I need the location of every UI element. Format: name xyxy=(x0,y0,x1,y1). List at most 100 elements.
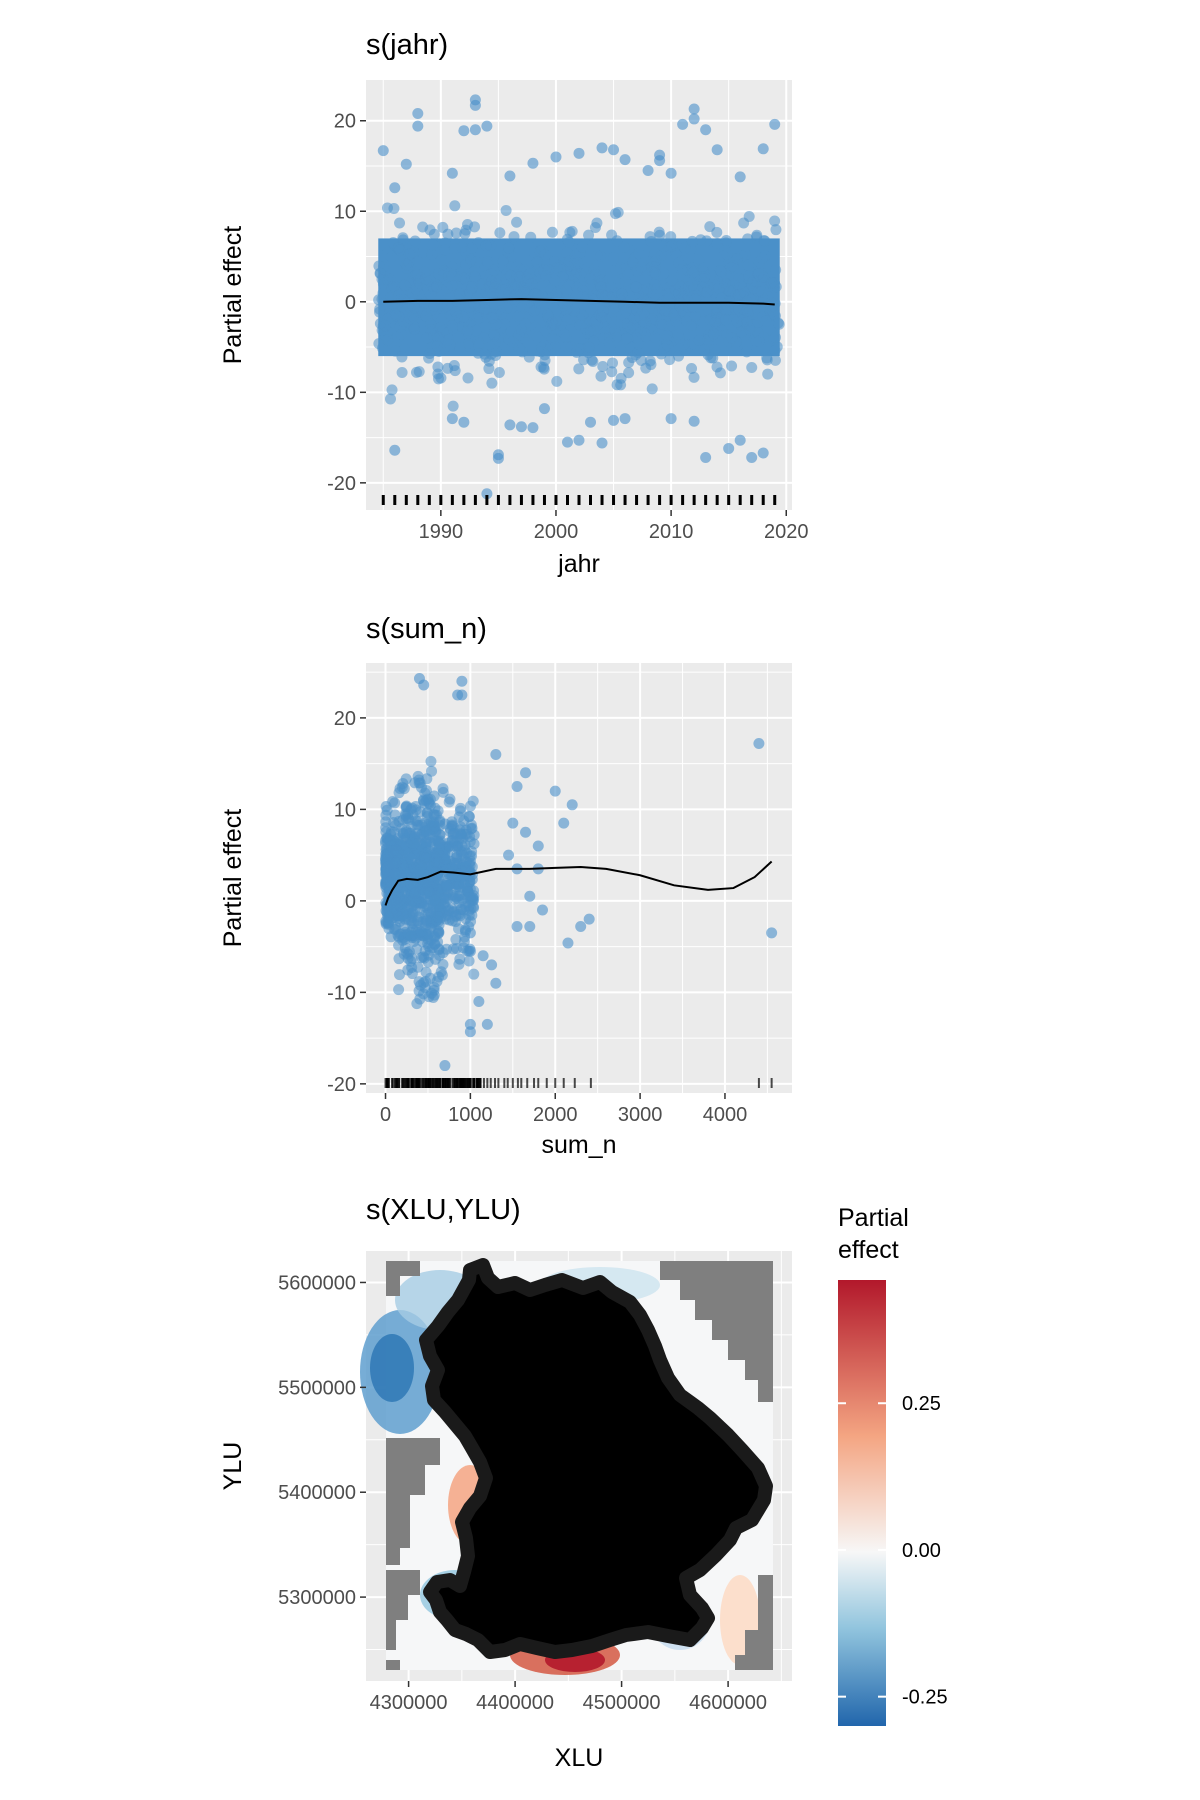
data-point xyxy=(458,272,470,284)
data-point xyxy=(479,304,491,316)
data-point xyxy=(627,320,639,332)
data-point xyxy=(420,794,432,806)
data-point xyxy=(478,332,490,344)
data-point xyxy=(593,271,605,283)
data-point xyxy=(688,113,700,125)
data-point xyxy=(562,937,574,949)
data-point xyxy=(421,825,433,837)
data-point xyxy=(571,287,583,299)
x-tick-label: 1000 xyxy=(448,1104,493,1126)
data-point xyxy=(470,256,482,268)
data-point xyxy=(381,861,393,873)
y-tick-label: 5300000 xyxy=(278,1587,356,1609)
data-point xyxy=(701,235,713,247)
data-point xyxy=(569,258,581,270)
data-point xyxy=(603,290,615,302)
data-point xyxy=(627,257,639,269)
data-point xyxy=(393,953,405,965)
data-point xyxy=(607,252,619,264)
data-point xyxy=(586,354,598,366)
data-point xyxy=(619,413,631,425)
data-point xyxy=(513,342,525,354)
data-point xyxy=(499,312,511,324)
data-point xyxy=(373,338,385,350)
data-point xyxy=(770,264,782,276)
data-point xyxy=(469,271,481,283)
data-point xyxy=(686,363,698,375)
data-point xyxy=(396,367,408,379)
data-point xyxy=(388,202,400,214)
y-axis-label-ylu: YLU xyxy=(219,1442,247,1491)
data-point xyxy=(762,368,774,380)
data-point xyxy=(769,215,781,227)
data-point xyxy=(644,355,656,367)
data-point xyxy=(444,793,456,805)
data-point xyxy=(731,316,743,328)
legend-tick-label: -0.25 xyxy=(902,1687,948,1709)
y-tick-label: 10 xyxy=(334,799,356,821)
data-point xyxy=(451,942,463,954)
data-point xyxy=(463,892,475,904)
data-point xyxy=(538,403,550,415)
data-point xyxy=(462,324,474,336)
data-point xyxy=(412,914,424,926)
data-point xyxy=(525,319,537,331)
data-point xyxy=(458,879,470,891)
data-point xyxy=(718,302,730,314)
data-point xyxy=(730,303,742,315)
data-point xyxy=(531,331,543,343)
data-point xyxy=(392,833,404,845)
data-point xyxy=(638,294,650,306)
data-point xyxy=(393,969,405,981)
y-tick-label: 5500000 xyxy=(278,1377,356,1399)
data-point xyxy=(665,167,677,179)
data-point xyxy=(432,361,444,373)
y-tick-label: 5600000 xyxy=(278,1272,356,1294)
data-point xyxy=(439,237,451,249)
data-point xyxy=(576,241,588,253)
data-point xyxy=(441,282,453,294)
data-point xyxy=(596,142,608,154)
data-point xyxy=(769,331,781,343)
data-point xyxy=(700,451,712,463)
data-point xyxy=(467,795,479,807)
data-point xyxy=(595,370,607,382)
data-point xyxy=(704,268,716,280)
data-point xyxy=(399,942,411,954)
data-point xyxy=(664,354,676,366)
y-tick-label: 10 xyxy=(334,201,356,223)
data-point xyxy=(439,1060,451,1072)
data-point xyxy=(663,320,675,332)
x-tick-label: 2000 xyxy=(533,1104,578,1126)
data-point xyxy=(441,879,453,891)
data-point xyxy=(444,823,456,835)
data-point xyxy=(497,254,509,266)
data-point xyxy=(649,331,661,343)
data-point xyxy=(405,930,417,942)
data-point xyxy=(388,898,400,910)
data-point xyxy=(446,270,458,282)
data-point xyxy=(446,261,458,273)
data-point xyxy=(492,335,504,347)
data-point xyxy=(377,145,389,157)
data-point xyxy=(733,273,745,285)
data-point xyxy=(434,816,446,828)
data-point xyxy=(386,251,398,263)
data-point xyxy=(456,241,468,253)
data-point xyxy=(606,322,618,334)
x-tick-label: 3000 xyxy=(618,1104,663,1126)
data-point xyxy=(515,323,527,335)
data-point xyxy=(481,1018,493,1030)
data-point xyxy=(486,377,498,389)
data-point xyxy=(596,437,608,449)
data-point xyxy=(741,346,753,358)
data-point xyxy=(463,909,475,921)
data-point xyxy=(734,434,746,446)
data-point xyxy=(665,413,677,425)
data-point xyxy=(653,226,665,238)
data-point xyxy=(504,170,516,182)
axes-xlu-ylu: 4300000 4400000 4500000 4600000 5300000 54000… xyxy=(278,1272,767,1714)
data-point xyxy=(420,785,432,797)
data-point xyxy=(450,934,462,946)
data-point xyxy=(688,371,700,383)
